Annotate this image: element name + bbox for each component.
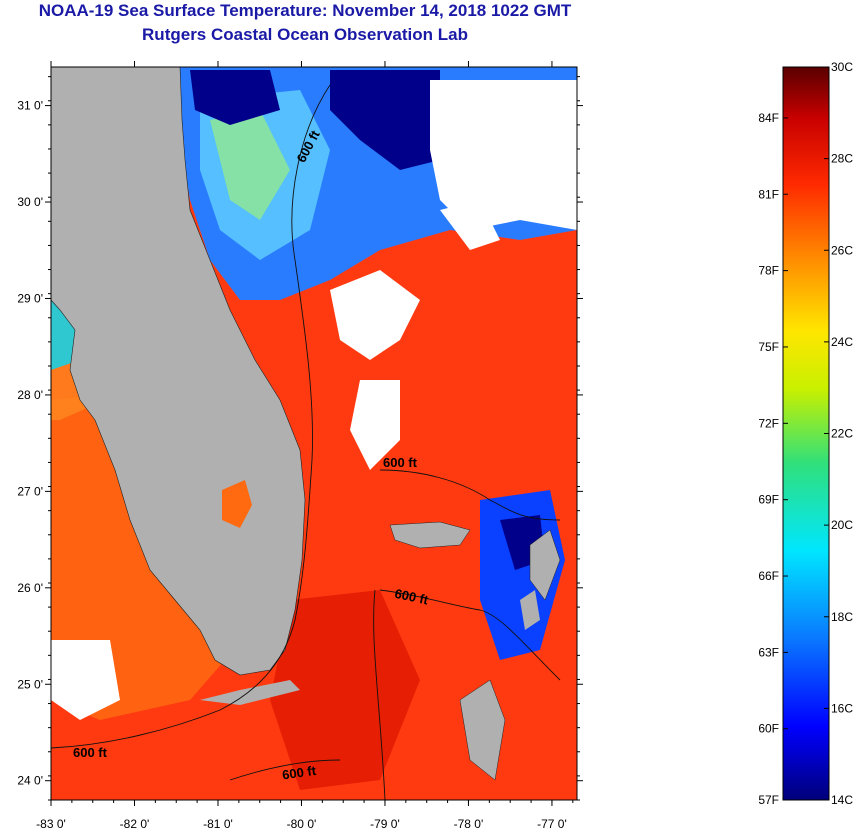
map-title: NOAA-19 Sea Surface Temperature: Novembe… [38, 1, 572, 20]
contour-bahama-bank [379, 589, 561, 681]
contour-south [229, 759, 341, 781]
colorbar-c-label: 22C [831, 427, 853, 441]
contour-straits [373, 589, 386, 800]
cloud-southwest [51, 640, 120, 720]
colorbar-c-label: 28C [831, 152, 853, 166]
cloud-small [440, 200, 500, 250]
colorbar-c-label: 18C [831, 610, 853, 624]
land-keys [200, 680, 300, 705]
lat-tick-label: 28 0' [17, 388, 43, 402]
land-abaco [529, 529, 561, 601]
land-andros [459, 679, 506, 781]
lat-tick-label: 30 0' [17, 195, 43, 209]
colorbar-c-label: 24C [831, 335, 853, 349]
lon-tick-label: -82 0' [120, 817, 150, 831]
lon-tick-label: -77 0' [537, 817, 567, 831]
colorbar-f-label: 72F [758, 416, 779, 430]
lat-tick-label: 26 0' [17, 581, 43, 595]
cloud-east-coast [350, 380, 400, 470]
colorbar-f-label: 63F [758, 645, 779, 659]
colorbar-f-label: 78F [758, 264, 779, 278]
lat-tick-label: 25 0' [17, 677, 43, 691]
lon-tick-label: -79 0' [370, 817, 400, 831]
colorbar-f-label: 75F [758, 340, 779, 354]
colorbar [782, 66, 830, 801]
colorbar-c-label: 26C [831, 243, 853, 257]
longitude-axis: -83 0' -82 0' -81 0' -80 0' -79 0' -78 0' -77 … [36, 61, 574, 831]
lake-okeechobee [222, 480, 252, 528]
water-green-patch [210, 110, 290, 220]
lat-tick-label: 27 0' [17, 484, 43, 498]
contour-label-3: 600 ft [393, 586, 430, 608]
cloud-central [330, 270, 420, 360]
contour-label-4: 600 ft [73, 745, 108, 760]
map-subtitle: Rutgers Coastal Ocean Observation Lab [142, 25, 468, 44]
colorbar-fahrenheit-labels: 84F 81F 78F 75F 72F 69F 66F 63F 60F 57F [758, 111, 788, 807]
latitude-axis: 31 0' 30 0' 29 0' 28 0' 27 0' 26 0' 25 0' 24 0' [17, 76, 583, 801]
colorbar-f-label: 66F [758, 569, 779, 583]
map-frame [50, 66, 578, 801]
colorbar-c-label: 16C [831, 701, 853, 715]
water-deep-blue-2 [190, 70, 280, 125]
colorbar-c-label: 14C [831, 793, 853, 807]
water-deep-blue [330, 70, 440, 170]
lon-tick-label: -78 0' [454, 817, 484, 831]
lon-tick-label: -83 0' [36, 817, 66, 831]
colorbar-f-label: 57F [758, 793, 779, 807]
colorbar-celsius-labels: 30C 28C 26C 24C 22C 20C 18C 16C 14C [824, 60, 853, 807]
contour-florida-shelf [51, 84, 331, 749]
lat-tick-label: 31 0' [17, 99, 43, 113]
lat-tick-label: 29 0' [17, 291, 43, 305]
colorbar-f-label: 84F [758, 111, 779, 125]
lon-tick-label: -80 0' [287, 817, 317, 831]
lat-tick-label: 24 0' [17, 774, 43, 788]
map-panel [51, 67, 577, 800]
water-warm-core [270, 590, 420, 790]
land-bahama-small [520, 590, 540, 630]
water-bahamas-blue [480, 490, 565, 660]
colorbar-f-label: 69F [758, 493, 779, 507]
contour-label-2: 600 ft [383, 455, 418, 470]
colorbar-f-label: 81F [758, 187, 779, 201]
contour-bahama-bank-north [379, 469, 561, 521]
colorbar-f-label: 60F [758, 722, 779, 736]
cloud-northeast [430, 80, 577, 230]
colorbar-c-label: 20C [831, 518, 853, 532]
colorbar-c-label: 30C [831, 60, 853, 74]
land-grand-bahama [389, 521, 471, 549]
lon-tick-label: -81 0' [203, 817, 233, 831]
contour-label-5: 600 ft [281, 763, 317, 783]
